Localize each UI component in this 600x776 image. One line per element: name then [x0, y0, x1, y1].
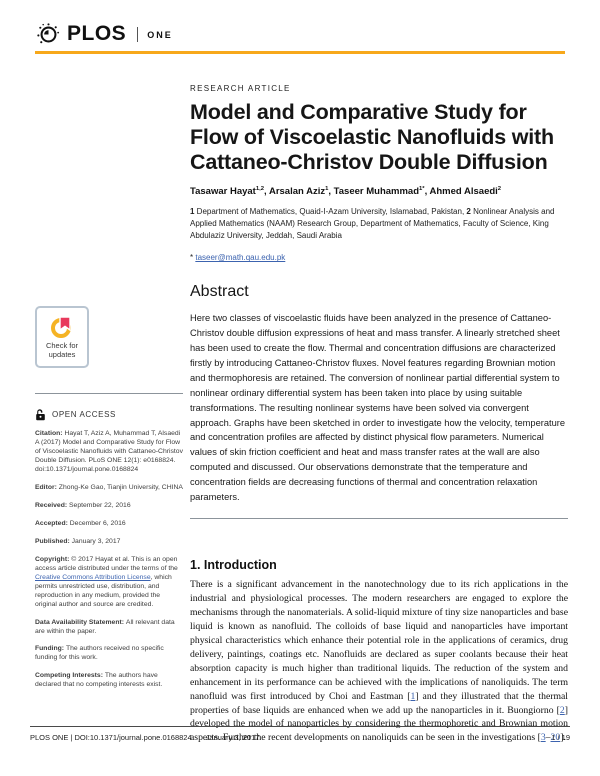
text-link[interactable]: 20 [550, 732, 561, 744]
check-for-updates-button[interactable]: Check for updates [35, 306, 89, 368]
text-link[interactable]: 3 [540, 732, 546, 744]
footer-journal-doi: PLOS ONE | DOI:10.1371/journal.pone.0168… [30, 733, 192, 742]
open-access-label: OPEN ACCESS [52, 410, 116, 419]
published-block: Published: January 3, 2017 [35, 537, 121, 545]
affiliations: 1 Department of Mathematics, Quaid-I-Aza… [190, 207, 555, 241]
logo-divider [137, 26, 139, 42]
journal-edition: ONE [147, 30, 173, 40]
sidebar-divider [35, 393, 183, 394]
text-link[interactable]: taseer@math.qau.edu.pk [195, 253, 286, 263]
introduction-heading: 1. Introduction [190, 557, 277, 572]
corresponding-email: * taseer@math.qau.edu.pk [190, 253, 286, 263]
article-title: Model and Comparative Study for Flow of … [190, 100, 554, 175]
abstract-text: Here two classes of viscoelastic fluids … [190, 313, 566, 502]
article-type-label: RESEARCH ARTICLE [190, 84, 291, 93]
text-link[interactable]: Creative Commons Attribution License [35, 573, 151, 581]
text-link[interactable]: 1 [410, 690, 416, 702]
article-sidebar: Check for updates OPEN ACCESS Citation: … [35, 306, 183, 697]
header-accent-rule [35, 51, 565, 54]
abstract-heading: Abstract [190, 283, 249, 301]
journal-header: PLOS ONE [35, 20, 565, 48]
open-access-row: OPEN ACCESS [35, 408, 183, 421]
footer-page-number: 1 / 19 [551, 733, 570, 742]
competing-interests-block: Competing Interests: The authors have de… [35, 672, 163, 689]
footer-left: PLOS ONE | DOI:10.1371/journal.pone.0168… [30, 733, 259, 742]
citation-block: Citation: Hayat T, Aziz A, Muhammad T, A… [35, 430, 183, 473]
author-line: Tasawar Hayat1,2, Arsalan Aziz1, Taseer … [190, 186, 502, 198]
article-main: RESEARCH ARTICLE Model and Comparative S… [190, 84, 568, 745]
plos-logo-icon [37, 22, 60, 43]
journal-name: PLOS [67, 22, 127, 45]
text-link[interactable]: 2 [559, 704, 565, 716]
abstract-divider [190, 517, 568, 519]
funding-block: Funding: The authors received no specifi… [35, 645, 164, 662]
data-availability-block: Data Availability Statement: All relevan… [35, 618, 175, 635]
footer-date: January 3, 2017 [205, 733, 260, 742]
received-block: Received: September 22, 2016 [35, 501, 131, 509]
check-updates-label: Check for updates [45, 341, 79, 359]
accepted-block: Accepted: December 6, 2016 [35, 519, 126, 527]
plos-logo: PLOS ONE [35, 20, 565, 48]
introduction-text: There is a significant advancement in th… [190, 578, 568, 744]
crossmark-icon [51, 316, 71, 338]
page-footer: PLOS ONE | DOI:10.1371/journal.pone.0168… [30, 726, 570, 742]
copyright-block: Copyright: © 2017 Hayat et al. This is a… [35, 555, 178, 608]
open-lock-icon [36, 409, 45, 421]
editor-block: Editor: Zhong-Ke Gao, Tianjin University… [35, 483, 183, 491]
